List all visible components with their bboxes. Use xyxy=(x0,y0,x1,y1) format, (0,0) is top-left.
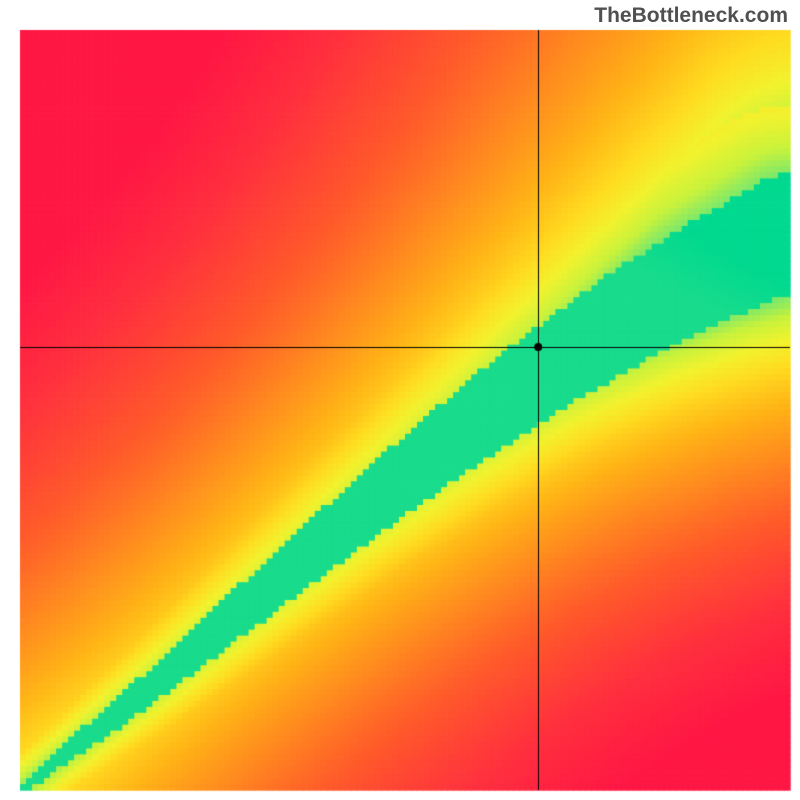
heatmap-canvas xyxy=(0,0,800,800)
watermark-text: TheBottleneck.com xyxy=(594,4,788,28)
chart-container: TheBottleneck.com xyxy=(0,0,800,800)
